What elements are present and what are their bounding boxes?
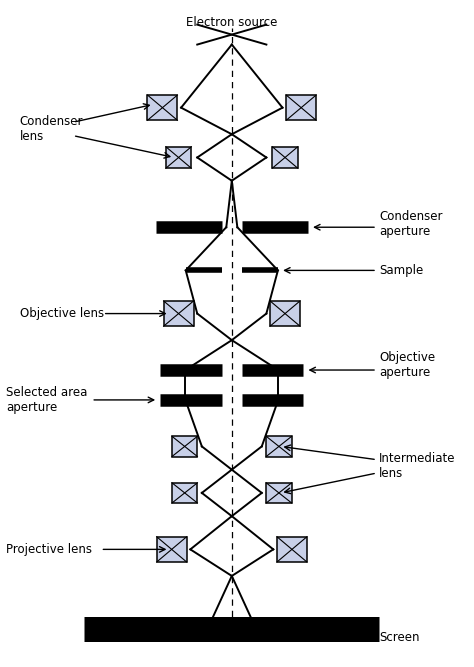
Text: Selected area
aperture: Selected area aperture bbox=[6, 386, 87, 414]
Bar bbox=[266, 483, 292, 503]
Text: Screen: Screen bbox=[379, 631, 420, 644]
Bar bbox=[277, 537, 307, 562]
Bar bbox=[166, 147, 191, 168]
Bar bbox=[157, 537, 187, 562]
Text: Objective lens: Objective lens bbox=[20, 307, 104, 320]
Bar bbox=[172, 436, 197, 456]
Text: Electron source: Electron source bbox=[186, 16, 277, 29]
Bar bbox=[272, 147, 298, 168]
Text: Objective
aperture: Objective aperture bbox=[379, 352, 436, 380]
Text: Sample: Sample bbox=[379, 264, 424, 277]
Bar bbox=[266, 436, 292, 456]
Bar bbox=[172, 483, 197, 503]
Bar bbox=[270, 301, 300, 326]
Bar bbox=[286, 95, 316, 120]
Bar bbox=[147, 95, 177, 120]
Text: Intermediate
lens: Intermediate lens bbox=[379, 452, 456, 480]
Text: Condenser
lens: Condenser lens bbox=[20, 115, 83, 143]
Text: Projective lens: Projective lens bbox=[6, 543, 92, 556]
Bar bbox=[164, 301, 193, 326]
Text: Condenser
aperture: Condenser aperture bbox=[379, 210, 443, 238]
